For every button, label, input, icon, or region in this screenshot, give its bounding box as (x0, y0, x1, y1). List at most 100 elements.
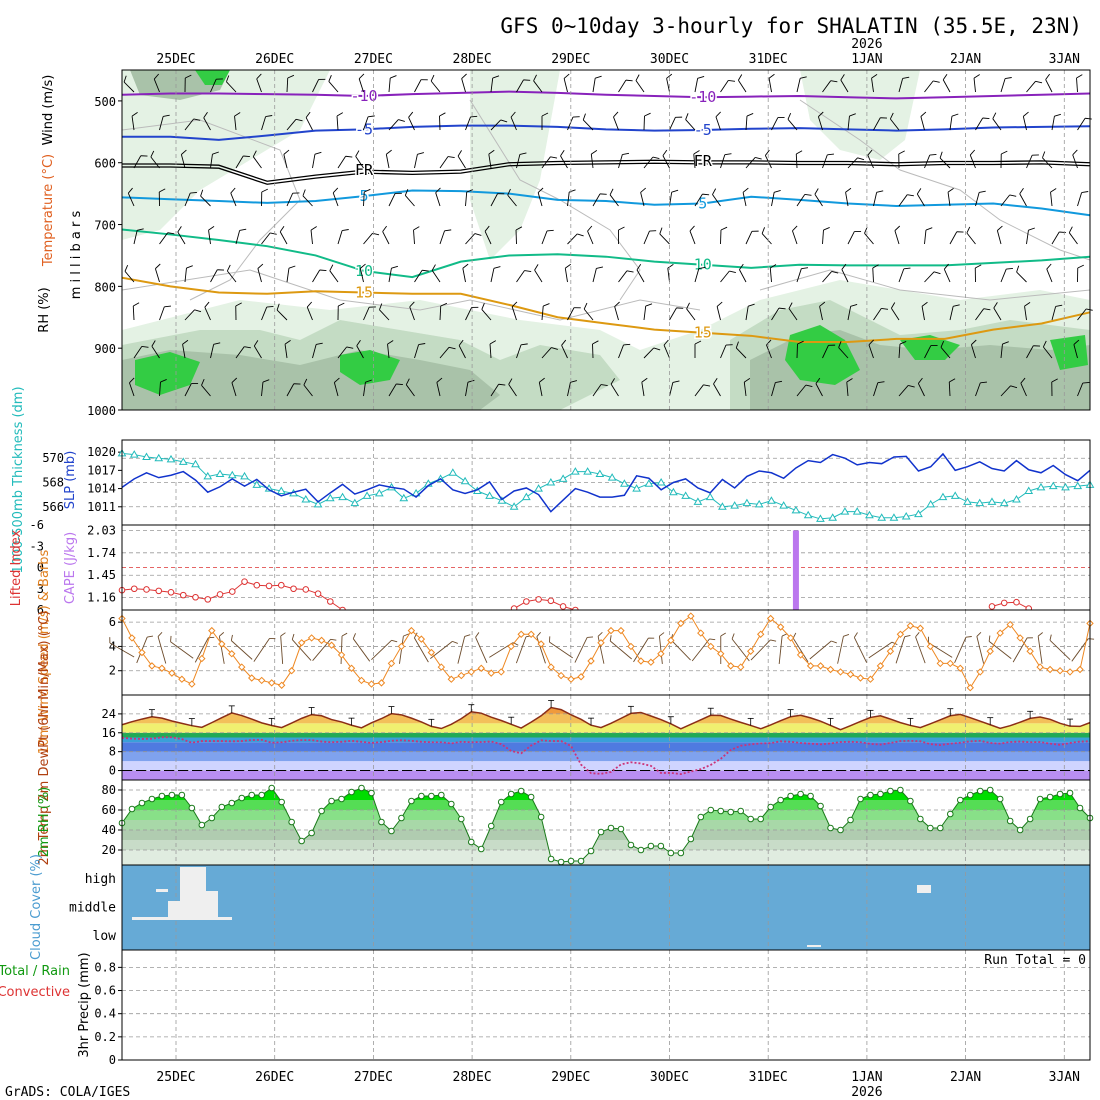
barb-flag (693, 150, 700, 155)
barb-flag (666, 73, 673, 79)
slp-tick-label: 1014 (87, 482, 116, 496)
barb-flag (744, 378, 751, 383)
barb-staff (131, 116, 135, 131)
wind-barb (796, 340, 804, 359)
wind-barb (745, 156, 762, 169)
barb-staff (633, 637, 649, 663)
barb-staff (405, 384, 415, 397)
wind-barb (643, 303, 653, 321)
barb-flag (610, 378, 615, 385)
wind-barb (129, 377, 135, 397)
wind-speed-point (287, 667, 296, 675)
date-label-top: 2JAN (950, 52, 981, 67)
rh2m-point (148, 795, 156, 803)
rh-shading (800, 70, 920, 160)
wind-barb (720, 344, 733, 359)
wind-barb (814, 188, 823, 207)
barb-flag (930, 345, 938, 347)
barb-staff (583, 308, 594, 321)
wind-barb (511, 301, 518, 321)
date-label-top: 26DEC (255, 52, 294, 67)
wind-barb (838, 341, 849, 359)
tick-label: 0.2 (94, 1030, 116, 1044)
barb-staff (457, 636, 466, 664)
wind-speed-point (397, 642, 406, 651)
barb-staff (133, 230, 138, 245)
barb-staff (792, 230, 798, 245)
wind-speed-point (876, 662, 885, 670)
barb-staff (177, 231, 186, 245)
barb-flag (729, 270, 736, 274)
barb-flag (597, 632, 603, 637)
barb-flag (949, 378, 956, 383)
barb-staff (184, 383, 192, 397)
wind-barb (541, 112, 549, 130)
barb-staff (940, 346, 951, 359)
barb-flag (685, 113, 689, 120)
wind-barb (618, 270, 634, 283)
barb-flag (319, 269, 327, 271)
wind-barb-10m (988, 635, 1012, 659)
barb-flag (983, 308, 991, 311)
barb-staff (1026, 230, 1029, 245)
barb-flag (846, 378, 853, 383)
wind-barb (226, 75, 237, 93)
barb-flag (940, 340, 945, 348)
tick-label: 2 (109, 664, 116, 678)
barb-staff (898, 344, 901, 359)
barb-staff (465, 192, 468, 207)
barb-staff (822, 345, 829, 359)
slp-line (121, 452, 1091, 513)
barb-flag (536, 631, 541, 637)
thickness-point (595, 469, 605, 477)
wind-barb (328, 75, 339, 93)
thickness-point (1061, 482, 1070, 491)
wind-barb (822, 270, 839, 283)
barb-staff (567, 233, 578, 245)
barb-flag (1024, 301, 1031, 307)
wind-10m-axis-label: 10m Wind Speed (m/s) & Barbs (37, 549, 52, 754)
wind-barb (739, 263, 747, 283)
barb-flag (720, 226, 728, 231)
rh2m-point (1036, 795, 1044, 803)
barb-staff (792, 637, 809, 663)
wind-speed-point (238, 663, 246, 671)
barb-flag (474, 233, 482, 236)
barb-staff (329, 270, 339, 283)
barb-flag (1085, 117, 1092, 120)
barb-flag (1086, 308, 1093, 311)
wind-barb (771, 190, 781, 207)
rh-shading (135, 352, 200, 395)
barb-flag (1020, 377, 1026, 384)
pressure-tick-label: 700 (94, 219, 116, 233)
rh-2m-axis-label: 2m RH (%) (37, 787, 52, 858)
barb-staff (1019, 193, 1027, 207)
rh2m-point (368, 789, 375, 797)
barb-flag (291, 633, 295, 640)
grads-credit: GrADS: COLA/IGES (5, 1085, 130, 1100)
barb-staff (333, 382, 339, 397)
barb-flag (725, 344, 733, 346)
wind-barb (920, 111, 927, 131)
barb-flag (1028, 227, 1035, 231)
barb-staff (465, 382, 469, 397)
barb-flag (942, 73, 948, 81)
barb-flag (599, 193, 607, 195)
barb-staff (745, 157, 756, 169)
barb-flag (797, 340, 804, 345)
barb-flag (881, 307, 889, 310)
barb-staff (694, 78, 699, 93)
barb-flag (334, 377, 340, 383)
barb-staff (1068, 232, 1078, 245)
barb-staff (508, 384, 517, 397)
barb-staff (279, 231, 288, 245)
rh2m-point (517, 787, 525, 795)
barb-staff (643, 306, 647, 321)
thickness-point (865, 510, 874, 519)
barb-staff (970, 344, 976, 359)
tick-label: 4 (109, 639, 116, 653)
wind-barb (745, 230, 759, 245)
wind-barb (1077, 308, 1093, 321)
thickness-point (938, 492, 948, 501)
wind-speed-point (856, 674, 865, 682)
